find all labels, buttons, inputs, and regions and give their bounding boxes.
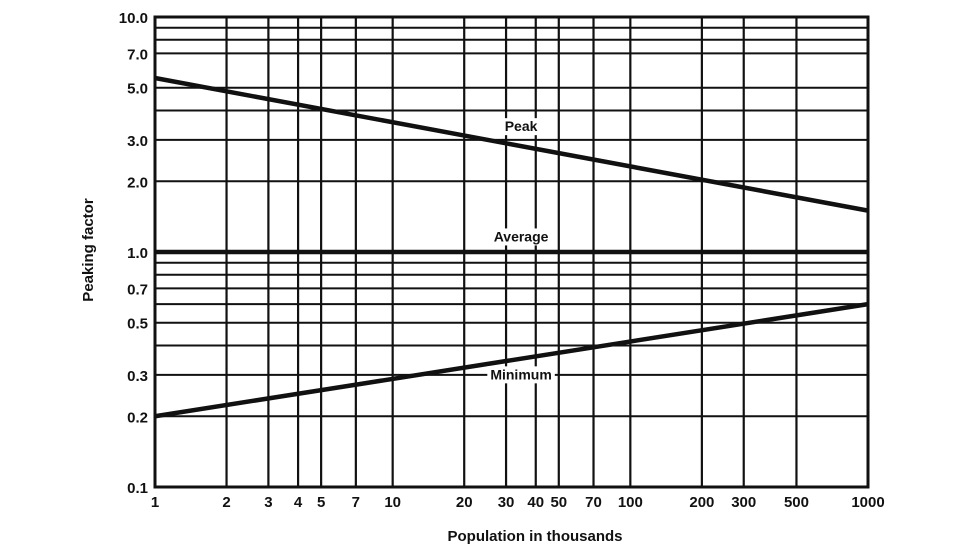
x-axis-title: Population in thousands	[448, 528, 623, 545]
x-tick-label: 100	[618, 494, 643, 511]
y-tick-label: 2.0	[127, 174, 148, 191]
series-label-background	[487, 228, 555, 246]
series-line-minimum	[154, 301, 869, 419]
series-label-peak: Peak	[505, 118, 538, 134]
series-label-average: Average	[494, 228, 549, 244]
x-tick-label: 20	[456, 494, 473, 511]
x-tick-label: 30	[498, 494, 515, 511]
series-label-background	[487, 366, 555, 384]
series-lines	[154, 75, 869, 419]
y-tick-label: 0.3	[127, 368, 148, 385]
series-label-minimum: Minimum	[490, 366, 551, 382]
x-tick-label: 1	[151, 494, 159, 511]
series-labels: Peak Average Minimum	[487, 118, 555, 384]
y-tick-label: 7.0	[127, 46, 148, 63]
x-tick-label: 300	[731, 494, 756, 511]
y-tick-label: 10.0	[119, 10, 148, 27]
y-tick-label: 5.0	[127, 81, 148, 98]
x-tick-label: 2	[222, 494, 230, 511]
y-tick-label: 0.7	[127, 281, 148, 298]
series-label-background	[500, 118, 543, 136]
x-tick-label: 200	[689, 494, 714, 511]
x-tick-label: 3	[264, 494, 272, 511]
y-tick-labels: 10.0 7.0 5.0 3.0 2.0 1.0 0.7 0.5 0.3 0.2 0.1	[119, 10, 148, 497]
y-tick-label: 0.1	[127, 480, 148, 497]
series-line-peak	[154, 75, 869, 213]
x-tick-label: 500	[784, 494, 809, 511]
x-tick-label: 5	[317, 494, 325, 511]
y-tick-label: 0.2	[127, 409, 148, 426]
x-tick-labels: 1 2 3 4 5 7 10 20 30 40 50 70 100 200 300 500 1000	[151, 494, 885, 511]
x-tick-label: 50	[550, 494, 567, 511]
x-tick-label: 10	[384, 494, 401, 511]
y-axis-title: Peaking factor	[80, 198, 97, 302]
y-tick-label: 0.5	[127, 316, 148, 333]
y-tick-label: 3.0	[127, 133, 148, 150]
x-tick-label: 4	[294, 494, 303, 511]
x-tick-label: 1000	[851, 494, 884, 511]
x-tick-label: 7	[352, 494, 360, 511]
y-tick-label: 1.0	[127, 245, 148, 262]
x-tick-label: 70	[585, 494, 602, 511]
x-tick-label: 40	[527, 494, 544, 511]
